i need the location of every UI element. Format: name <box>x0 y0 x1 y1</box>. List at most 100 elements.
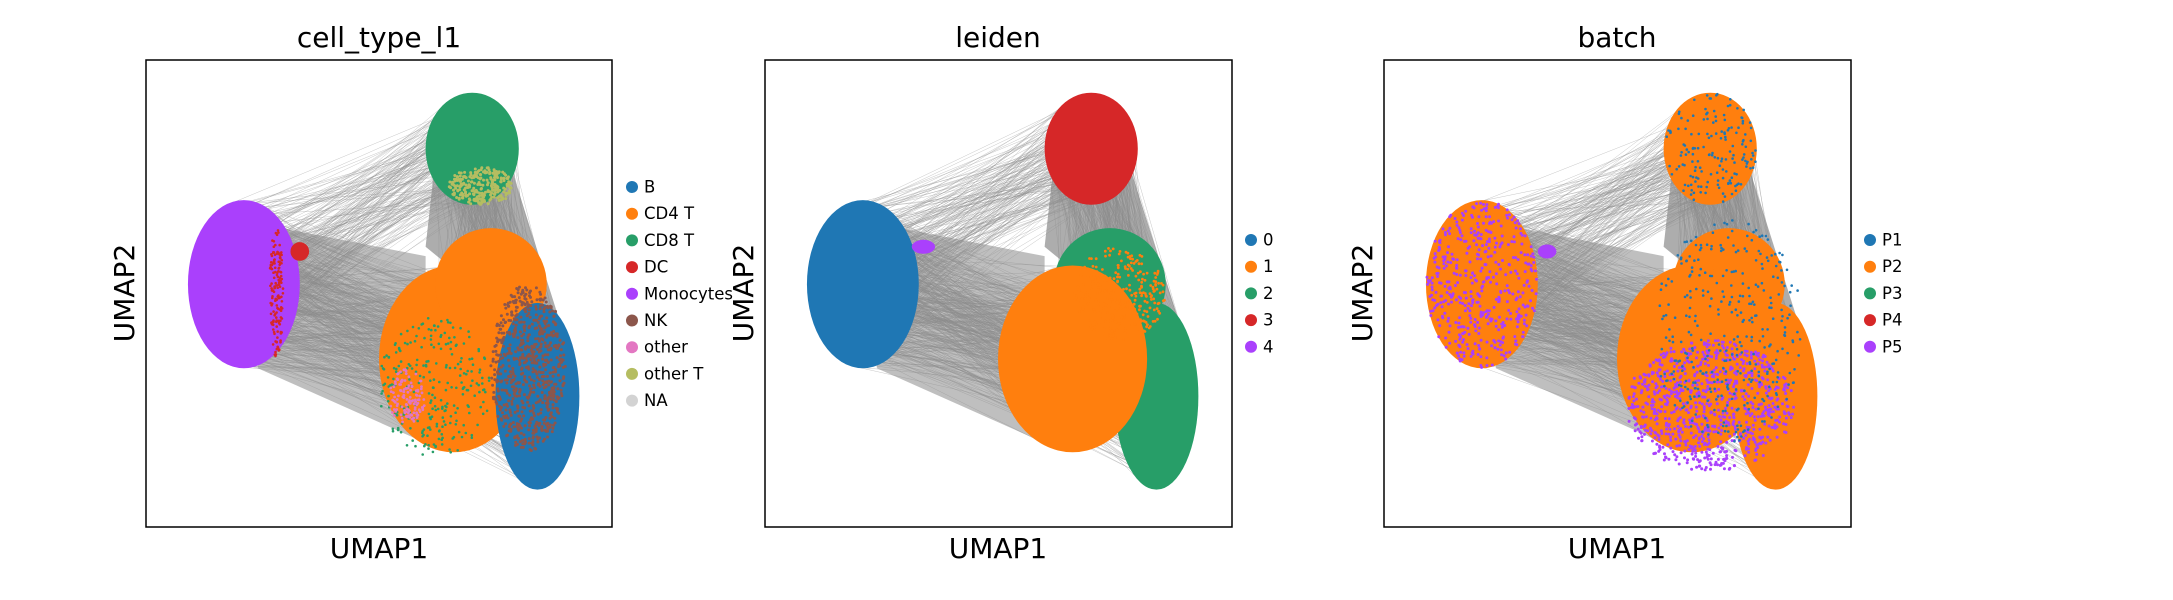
point <box>1754 314 1757 318</box>
point <box>491 357 495 361</box>
point <box>486 183 489 187</box>
point <box>499 180 503 184</box>
point <box>1754 160 1757 163</box>
point <box>1459 350 1463 354</box>
point <box>270 267 274 271</box>
point <box>468 411 471 415</box>
point <box>1461 340 1465 344</box>
point <box>1158 291 1162 295</box>
point <box>1733 427 1737 431</box>
point <box>523 360 527 364</box>
point <box>1668 164 1671 168</box>
point <box>1722 113 1726 117</box>
point <box>1095 323 1098 326</box>
point <box>1741 395 1745 399</box>
point <box>1747 407 1751 411</box>
point <box>557 365 561 369</box>
point <box>1101 316 1104 320</box>
point <box>1434 290 1438 294</box>
point <box>427 328 431 331</box>
point <box>1700 467 1704 471</box>
point <box>1705 388 1709 392</box>
point <box>1668 427 1672 431</box>
point <box>274 281 278 285</box>
point <box>1695 465 1699 469</box>
point <box>1751 154 1755 157</box>
point <box>1124 250 1128 254</box>
point <box>1110 313 1114 317</box>
point <box>513 374 517 378</box>
point <box>1533 269 1537 273</box>
point <box>546 427 550 431</box>
point <box>1786 351 1789 355</box>
point <box>1743 374 1747 378</box>
point <box>542 418 546 422</box>
point <box>1457 354 1461 358</box>
point <box>502 186 506 190</box>
point <box>1509 270 1513 274</box>
point <box>1126 267 1130 271</box>
point <box>1724 138 1727 141</box>
point <box>505 402 509 406</box>
legend-marker <box>1245 234 1257 246</box>
point <box>1697 441 1701 445</box>
point <box>1478 304 1482 308</box>
point <box>1663 452 1666 456</box>
point <box>535 354 538 358</box>
point <box>498 397 502 401</box>
point <box>1086 303 1089 306</box>
point <box>1684 425 1688 428</box>
point <box>1454 339 1458 343</box>
point <box>536 337 540 341</box>
point <box>1677 112 1681 116</box>
point <box>428 416 432 419</box>
point <box>1494 260 1498 264</box>
point <box>1488 270 1492 274</box>
point <box>555 332 559 336</box>
point <box>1517 313 1521 317</box>
point <box>1685 148 1689 151</box>
point <box>1475 257 1479 261</box>
legend-item: other <box>626 338 688 357</box>
point <box>1524 261 1528 265</box>
point <box>1435 272 1439 275</box>
point <box>1109 249 1112 253</box>
point <box>448 336 451 340</box>
point <box>1754 149 1757 152</box>
point <box>1759 402 1763 406</box>
point <box>1725 440 1729 444</box>
point <box>1665 135 1668 138</box>
point <box>1510 218 1514 222</box>
point <box>1143 278 1147 282</box>
point <box>1657 438 1661 441</box>
point <box>1717 408 1720 412</box>
point <box>489 364 493 368</box>
point <box>503 303 507 306</box>
point <box>1744 407 1748 411</box>
point <box>402 390 406 394</box>
point <box>1708 387 1712 391</box>
point <box>275 273 279 277</box>
point <box>444 366 448 369</box>
point <box>1457 226 1461 230</box>
legend-marker <box>626 314 638 327</box>
point <box>546 429 549 433</box>
point <box>273 262 276 265</box>
point <box>449 186 453 190</box>
point <box>1705 243 1709 246</box>
point <box>1659 288 1663 292</box>
point <box>1761 397 1764 401</box>
point <box>552 333 556 337</box>
point <box>1444 299 1448 302</box>
point <box>1680 151 1683 154</box>
point <box>1750 412 1754 416</box>
point <box>514 389 518 393</box>
point <box>1732 464 1736 468</box>
point <box>396 426 400 430</box>
point <box>1476 252 1479 256</box>
point <box>1643 380 1647 384</box>
point <box>460 357 463 360</box>
point <box>1532 309 1536 313</box>
point <box>1086 290 1089 294</box>
